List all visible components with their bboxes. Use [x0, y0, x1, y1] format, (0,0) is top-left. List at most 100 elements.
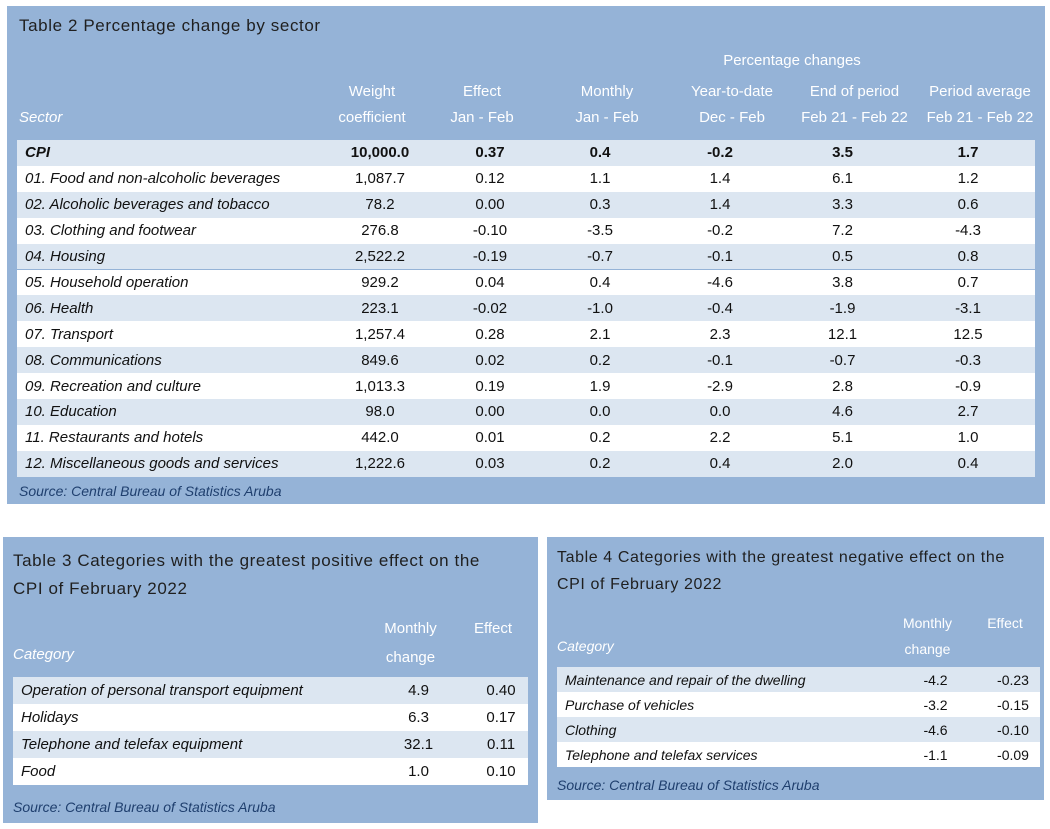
col-header-pavg-1: Period average: [929, 83, 1031, 100]
end-of-period-cell: 0.5: [832, 248, 853, 266]
sector-label: 04. Housing: [25, 248, 106, 266]
table-2-panel: Table 2 Percentage change by sector Perc…: [7, 6, 1045, 504]
period-average-cell: 0.4: [957, 455, 979, 473]
period-average-cell: 12.5: [953, 325, 983, 343]
table-4-source: Source: Central Bureau of Statistics Aru…: [557, 777, 820, 793]
table-3-category-header: Category: [13, 646, 74, 663]
col-header-weight-2: coefficient: [338, 109, 406, 126]
table-row: 10. Education 98.0 0.00 0.0 0.0 4.6 2.7: [17, 399, 1035, 425]
monthly-cell: -0.7: [587, 248, 613, 266]
monthly-change-cell: -4.6: [923, 721, 948, 738]
col-header-monthly-1: Monthly: [580, 83, 634, 100]
category-label: Food: [21, 763, 56, 780]
table-row: Food 1.0 0.10: [13, 758, 528, 785]
group-header: Percentage changes: [723, 52, 861, 69]
table-row: 08. Communications 849.6 0.02 0.2 -0.1 -0.7 -0…: [17, 347, 1035, 374]
effect-cell: 0.04: [475, 273, 505, 291]
ytd-cell: -0.1: [707, 248, 733, 266]
col-header-weight-1: Weight: [348, 83, 396, 100]
table-3-source: Source: Central Bureau of Statistics Aru…: [13, 799, 276, 815]
ytd-cell: 0.4: [709, 455, 731, 473]
table-4-panel: Table 4 Categories with the greatest neg…: [547, 537, 1044, 800]
end-of-period-cell: 5.1: [832, 429, 853, 447]
category-label: Maintenance and repair of the dwelling: [565, 671, 806, 688]
sector-label: 11. Restaurants and hotels: [25, 429, 204, 447]
weight-cell: 929.2: [361, 273, 399, 291]
ytd-cell: 1.4: [709, 196, 731, 214]
table-row: 09. Recreation and culture 1,013.3 0.19 1.9…: [17, 373, 1035, 399]
period-average-cell: -3.1: [955, 299, 981, 317]
period-average-cell: 1.7: [957, 144, 979, 162]
effect-cell: -0.10: [997, 721, 1029, 738]
period-average-cell: 1.0: [957, 429, 979, 447]
table-4-col-change-1: Monthly: [902, 615, 953, 631]
period-average-cell: 1.2: [957, 170, 979, 188]
period-average-cell: -0.9: [955, 377, 981, 395]
col-header-monthly-2: Jan - Feb: [575, 109, 639, 126]
effect-cell: -0.23: [997, 671, 1029, 688]
end-of-period-cell: -1.9: [829, 299, 856, 317]
monthly-cell: 0.4: [589, 273, 611, 291]
effect-cell: 0.00: [475, 196, 505, 214]
period-average-cell: 0.6: [957, 196, 979, 214]
category-label: Telephone and telefax equipment: [21, 736, 243, 753]
sector-label: 08. Communications: [25, 351, 162, 369]
effect-cell: -0.02: [472, 299, 508, 317]
weight-cell: 1,257.4: [354, 325, 406, 343]
effect-cell: -0.19: [472, 248, 508, 266]
category-label: Telephone and telefax services: [565, 746, 758, 763]
monthly-change-cell: 6.3: [408, 709, 429, 726]
col-header-effect-1: Effect: [462, 83, 502, 100]
table-4-col-change-2: change: [904, 641, 951, 657]
monthly-cell: 1.9: [589, 377, 611, 395]
table-row: 06. Health 223.1 -0.02 -1.0 -0.4 -1.9 -3.1: [17, 295, 1035, 322]
end-of-period-cell: 12.1: [827, 325, 858, 343]
effect-cell: 0.12: [475, 170, 505, 188]
sector-header: Sector: [19, 109, 63, 126]
effect-cell: 0.01: [475, 429, 505, 447]
table-4-title-line1: Table 4 Categories with the greatest neg…: [557, 549, 1005, 566]
period-average-cell: 0.8: [957, 248, 979, 266]
table-row: 07. Transport 1,257.4 0.28 2.1 2.3 12.1 12.5: [17, 321, 1035, 348]
ytd-cell: 0.0: [709, 403, 731, 421]
ytd-cell: -0.1: [707, 351, 733, 369]
sector-label: 09. Recreation and culture: [25, 377, 201, 395]
weight-cell: 1,222.6: [354, 455, 406, 473]
table-row: Maintenance and repair of the dwelling -4…: [557, 667, 1040, 692]
monthly-cell: 0.4: [589, 144, 611, 162]
ytd-cell: 2.2: [709, 429, 731, 447]
table-row: 05. Household operation 929.2 0.04 0.4 -4.6 3…: [17, 269, 1035, 296]
sector-label: 10. Education: [25, 403, 117, 421]
category-label: Clothing: [565, 721, 617, 738]
col-header-ytd-2: Dec - Feb: [699, 109, 765, 126]
table-2-source: Source: Central Bureau of Statistics Aru…: [19, 483, 282, 499]
end-of-period-cell: 2.0: [832, 455, 853, 473]
ytd-cell: 1.4: [709, 170, 731, 188]
effect-cell: 0.40: [486, 682, 516, 699]
table-row: 11. Restaurants and hotels 442.0 0.01 0.2 2.…: [17, 424, 1035, 451]
table-3-col-effect: Effect: [473, 620, 513, 637]
table-3-panel: Table 3 Categories with the greatest pos…: [3, 537, 538, 823]
end-of-period-cell: 6.1: [832, 170, 853, 188]
monthly-cell: 2.1: [589, 325, 611, 343]
weight-cell: 1,013.3: [354, 377, 406, 395]
weight-cell: 10,000.0: [350, 144, 410, 162]
end-of-period-cell: 4.6: [832, 403, 853, 421]
col-header-ytd-1: Year-to-date: [690, 83, 773, 100]
table-3-title-line2: CPI of February 2022: [13, 579, 188, 598]
monthly-cell: 0.2: [589, 455, 611, 473]
category-label: Holidays: [21, 709, 79, 726]
period-average-cell: 2.7: [957, 403, 979, 421]
weight-cell: 276.8: [361, 222, 399, 240]
effect-cell: 0.37: [475, 144, 505, 162]
weight-cell: 98.0: [365, 403, 395, 421]
ytd-cell: -0.4: [707, 299, 733, 317]
monthly-cell: 0.2: [589, 351, 611, 369]
weight-cell: 442.0: [361, 429, 399, 447]
sector-label: 05. Household operation: [25, 273, 189, 291]
weight-cell: 849.6: [361, 351, 399, 369]
effect-cell: 0.10: [486, 763, 516, 780]
effect-cell: -0.15: [997, 696, 1029, 713]
table-4-col-effect: Effect: [987, 615, 1023, 631]
monthly-cell: 0.3: [589, 196, 611, 214]
